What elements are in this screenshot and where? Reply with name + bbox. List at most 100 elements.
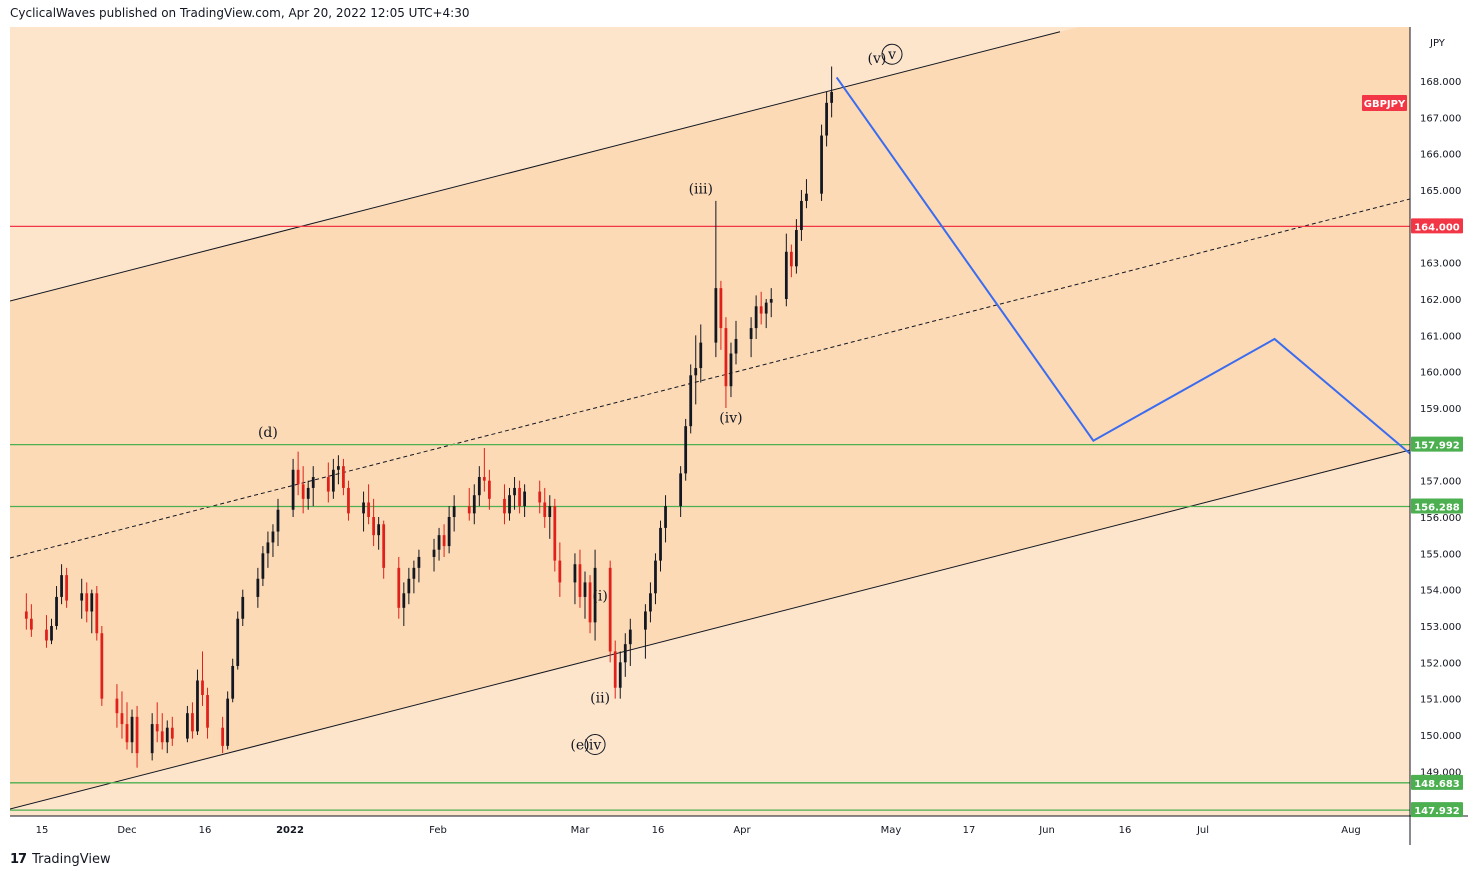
candle[interactable] <box>724 317 728 409</box>
candle[interactable] <box>805 179 808 209</box>
candle[interactable] <box>694 335 698 405</box>
candle[interactable] <box>583 571 587 619</box>
candle[interactable] <box>714 200 718 358</box>
candle[interactable] <box>362 491 365 532</box>
wave-label[interactable]: v <box>887 47 896 63</box>
candle[interactable] <box>271 524 275 557</box>
candle[interactable] <box>477 466 481 507</box>
candle[interactable] <box>65 567 68 608</box>
tradingview-footer[interactable]: 17 TradingView <box>10 852 111 867</box>
candle[interactable] <box>503 484 506 525</box>
projection-path[interactable] <box>835 76 1421 462</box>
candle[interactable] <box>266 531 270 568</box>
candle[interactable] <box>654 553 657 605</box>
candle[interactable] <box>155 702 159 743</box>
candle[interactable] <box>306 480 310 510</box>
wave-label[interactable]: (iv) <box>719 411 742 427</box>
candle[interactable] <box>447 506 451 554</box>
candle[interactable] <box>115 684 119 728</box>
candle[interactable] <box>729 342 733 398</box>
symbol-badge[interactable]: GBPJPY <box>1362 95 1407 111</box>
price-level-badge[interactable]: 164.000 <box>1411 218 1463 234</box>
candle[interactable] <box>659 520 662 572</box>
candle[interactable] <box>518 480 521 514</box>
candle[interactable] <box>689 364 693 434</box>
candle[interactable] <box>789 244 793 278</box>
candle[interactable] <box>130 709 134 754</box>
candle[interactable] <box>699 324 703 383</box>
candle[interactable] <box>45 615 48 648</box>
candle[interactable] <box>236 611 240 670</box>
candle[interactable] <box>467 487 471 521</box>
candle[interactable] <box>186 705 189 743</box>
candle[interactable] <box>402 582 406 626</box>
candle[interactable] <box>784 233 788 307</box>
candle[interactable] <box>623 633 627 677</box>
candle[interactable] <box>135 705 139 768</box>
candle[interactable] <box>256 567 260 608</box>
candle[interactable] <box>628 618 632 666</box>
price-level-badge[interactable]: 147.932 <box>1411 802 1463 818</box>
candle[interactable] <box>311 466 315 507</box>
candle[interactable] <box>684 418 688 481</box>
candle[interactable] <box>769 288 773 318</box>
candle[interactable] <box>825 91 828 147</box>
channel-lower-line[interactable] <box>10 449 1410 810</box>
candle[interactable] <box>296 451 300 496</box>
candle[interactable] <box>764 299 768 329</box>
candle[interactable] <box>342 458 345 496</box>
candle[interactable] <box>482 447 486 492</box>
price-level-badge[interactable]: 156.288 <box>1411 498 1463 514</box>
candle[interactable] <box>538 480 542 514</box>
candle[interactable] <box>407 567 411 605</box>
candle[interactable] <box>820 124 823 201</box>
candle[interactable] <box>80 578 84 619</box>
candle[interactable] <box>206 687 209 739</box>
candle[interactable] <box>795 219 798 274</box>
candle[interactable] <box>759 291 763 325</box>
candle[interactable] <box>85 582 89 623</box>
candle[interactable] <box>513 477 516 510</box>
candle[interactable] <box>437 527 441 561</box>
candle[interactable] <box>578 549 582 608</box>
candle[interactable] <box>553 498 557 572</box>
wave-label[interactable]: (d) <box>258 425 278 441</box>
candle[interactable] <box>241 589 245 626</box>
candle[interactable] <box>664 495 667 543</box>
candle[interactable] <box>548 495 552 539</box>
candle[interactable] <box>588 575 592 634</box>
candle[interactable] <box>372 498 376 547</box>
candle[interactable] <box>593 549 597 641</box>
candle[interactable] <box>558 542 562 597</box>
candle[interactable] <box>301 466 305 514</box>
candle[interactable] <box>170 716 174 746</box>
candle[interactable] <box>754 295 758 339</box>
candle[interactable] <box>367 484 370 525</box>
candle[interactable] <box>618 651 622 699</box>
wave-label[interactable]: iv <box>589 738 601 754</box>
candle[interactable] <box>226 691 230 750</box>
candle[interactable] <box>377 517 381 550</box>
candle[interactable] <box>487 469 491 510</box>
candle[interactable] <box>326 462 330 503</box>
candle[interactable] <box>679 466 683 517</box>
candle[interactable] <box>331 458 335 499</box>
candle[interactable] <box>432 538 436 572</box>
wave-label[interactable]: (ii) <box>590 690 610 706</box>
candle[interactable] <box>261 546 265 587</box>
candle[interactable] <box>719 280 723 350</box>
candle[interactable] <box>160 713 164 750</box>
candle[interactable] <box>95 586 99 641</box>
candle[interactable] <box>150 713 154 761</box>
candle[interactable] <box>644 604 647 659</box>
candle[interactable] <box>734 320 738 365</box>
candle[interactable] <box>165 720 169 754</box>
candle[interactable] <box>749 317 753 358</box>
candle[interactable] <box>397 556 401 619</box>
candle[interactable] <box>50 618 53 645</box>
channel-median-line[interactable] <box>10 198 1410 559</box>
candle[interactable] <box>523 484 526 517</box>
candle[interactable] <box>472 484 476 525</box>
candle[interactable] <box>417 549 421 583</box>
candle[interactable] <box>196 669 199 735</box>
